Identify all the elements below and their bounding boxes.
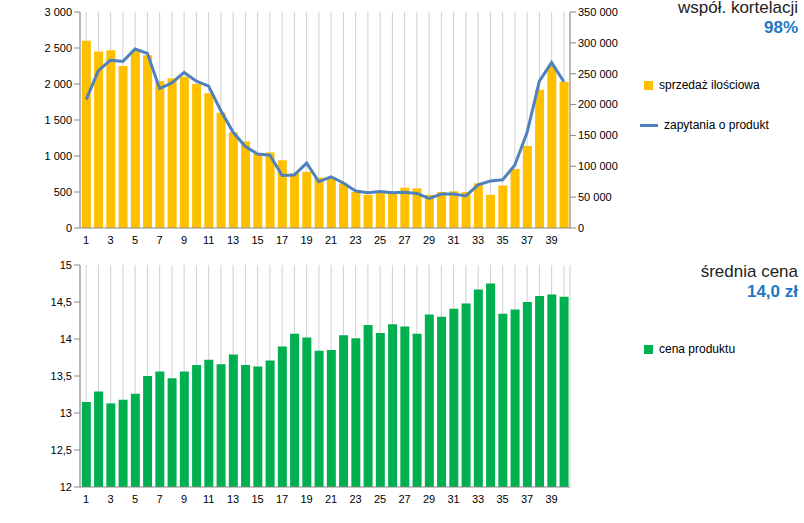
svg-text:23: 23 bbox=[350, 234, 362, 246]
svg-text:14: 14 bbox=[60, 333, 72, 345]
svg-text:0: 0 bbox=[578, 222, 584, 234]
svg-text:29: 29 bbox=[423, 234, 435, 246]
svg-text:37: 37 bbox=[521, 493, 533, 505]
svg-text:21: 21 bbox=[325, 234, 337, 246]
svg-text:250 000: 250 000 bbox=[578, 68, 618, 80]
html-text:średnia cena: średnia cena bbox=[700, 262, 798, 281]
html-text:zapytania o produkt: zapytania o produkt bbox=[664, 118, 769, 132]
svg-text:35: 35 bbox=[497, 234, 509, 246]
svg-text:15: 15 bbox=[252, 234, 264, 246]
svg-text:39: 39 bbox=[546, 234, 558, 246]
svg-text:200 000: 200 000 bbox=[578, 98, 618, 110]
html-text:cena produktu: cena produktu bbox=[659, 342, 736, 356]
svg-text:15: 15 bbox=[252, 493, 264, 505]
svg-text:3: 3 bbox=[108, 234, 114, 246]
html-text:98%: 98% bbox=[764, 18, 798, 37]
svg-text:3 000: 3 000 bbox=[44, 6, 72, 18]
svg-text:14,5: 14,5 bbox=[51, 296, 72, 308]
svg-text:5: 5 bbox=[132, 493, 138, 505]
svg-text:25: 25 bbox=[374, 493, 386, 505]
svg-text:7: 7 bbox=[157, 234, 163, 246]
html-text:sprzedaż ilościowa: sprzedaż ilościowa bbox=[659, 78, 760, 92]
svg-text:21: 21 bbox=[325, 493, 337, 505]
svg-text:13: 13 bbox=[227, 493, 239, 505]
svg-text:13,5: 13,5 bbox=[51, 370, 72, 382]
svg-text:17: 17 bbox=[276, 493, 288, 505]
svg-text:19: 19 bbox=[301, 234, 313, 246]
svg-text:1 000: 1 000 bbox=[44, 150, 72, 162]
svg-text:11: 11 bbox=[203, 493, 214, 505]
svg-text:17: 17 bbox=[276, 234, 288, 246]
svg-text:300 000: 300 000 bbox=[578, 37, 618, 49]
svg-text:33: 33 bbox=[472, 493, 484, 505]
svg-text:37: 37 bbox=[521, 234, 533, 246]
svg-text:27: 27 bbox=[399, 234, 411, 246]
svg-text:23: 23 bbox=[350, 493, 362, 505]
svg-text:1: 1 bbox=[83, 493, 89, 505]
svg-text:11: 11 bbox=[203, 234, 214, 246]
svg-text:9: 9 bbox=[181, 234, 187, 246]
svg-text:33: 33 bbox=[472, 234, 484, 246]
svg-text:2 000: 2 000 bbox=[44, 78, 72, 90]
svg-text:50 000: 50 000 bbox=[578, 191, 612, 203]
svg-text:15: 15 bbox=[60, 259, 72, 271]
svg-text:19: 19 bbox=[301, 493, 313, 505]
svg-text:9: 9 bbox=[181, 493, 187, 505]
svg-text:12,5: 12,5 bbox=[51, 444, 72, 456]
svg-text:13: 13 bbox=[227, 234, 239, 246]
svg-text:13: 13 bbox=[60, 407, 72, 419]
svg-text:5: 5 bbox=[132, 234, 138, 246]
svg-text:31: 31 bbox=[448, 234, 460, 246]
svg-text:39: 39 bbox=[546, 493, 558, 505]
svg-text:2 500: 2 500 bbox=[44, 42, 72, 54]
svg-text:3: 3 bbox=[108, 493, 114, 505]
svg-text:100 000: 100 000 bbox=[578, 160, 618, 172]
svg-text:500: 500 bbox=[54, 186, 72, 198]
svg-text:7: 7 bbox=[157, 493, 163, 505]
svg-text:350 000: 350 000 bbox=[578, 6, 618, 18]
html-text:14,0 zł: 14,0 zł bbox=[747, 282, 798, 301]
svg-text:25: 25 bbox=[374, 234, 386, 246]
svg-text:0: 0 bbox=[66, 222, 72, 234]
svg-text:29: 29 bbox=[423, 493, 435, 505]
svg-text:27: 27 bbox=[399, 493, 411, 505]
svg-text:150 000: 150 000 bbox=[578, 129, 618, 141]
svg-text:31: 31 bbox=[448, 493, 460, 505]
svg-text:1: 1 bbox=[83, 234, 89, 246]
svg-text:35: 35 bbox=[497, 493, 509, 505]
svg-text:12: 12 bbox=[60, 481, 72, 493]
svg-text:1 500: 1 500 bbox=[44, 114, 72, 126]
